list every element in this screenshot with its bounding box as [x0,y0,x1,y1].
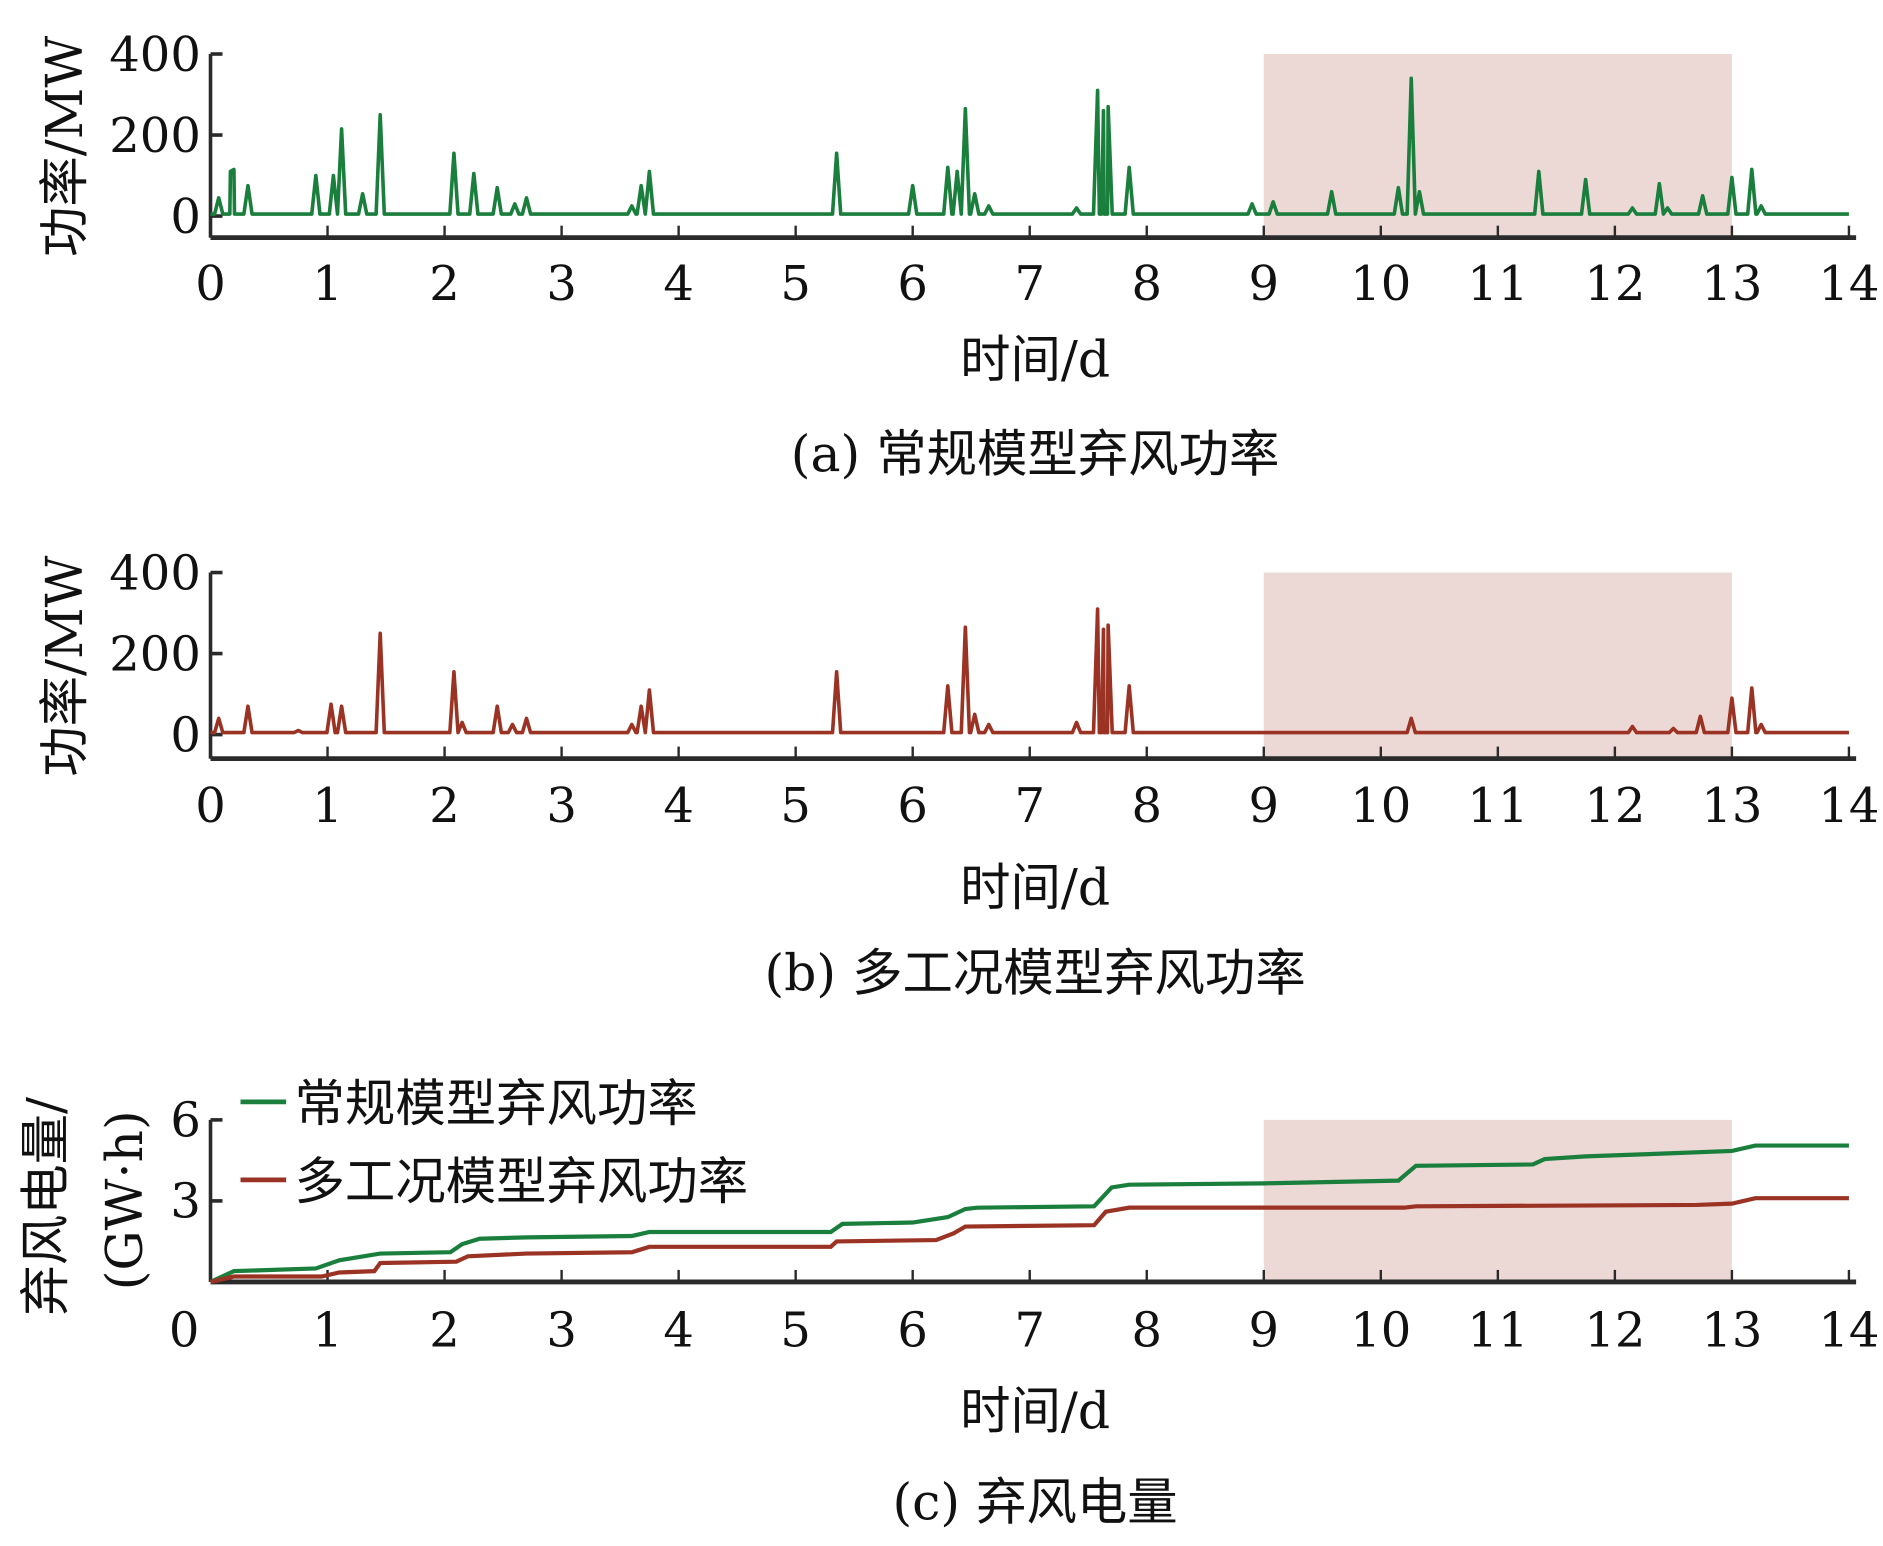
x-tick-label: 8 [1131,1303,1162,1359]
x-tick-label: 14 [1818,256,1879,312]
x-tick-label: 8 [1131,778,1162,834]
x-tick-label: 7 [1014,256,1045,312]
y-tick-label: 200 [109,108,201,164]
highlight-region [1263,572,1732,759]
panel-b-xlabel: 时间/d [960,858,1110,917]
x-tick-label: 9 [1249,256,1280,312]
y-tick-label: 0 [170,189,201,245]
x-tick-label: 4 [663,256,694,312]
x-tick-label: 13 [1701,256,1762,312]
y-tick-label: 400 [109,545,201,601]
x-tick-label: 2 [429,1303,460,1359]
legend-label: 多工况模型弃风功率 [295,1152,749,1211]
x-tick-label: 11 [1467,778,1528,834]
x-tick-label: 14 [1818,778,1879,834]
y-tick-label: 400 [109,27,201,83]
x-tick-label: 12 [1584,1303,1645,1359]
panel-b-ylabel: 功率/MW [35,555,94,776]
x-tick-label: 11 [1467,1303,1528,1359]
x-tick-label: 5 [780,1303,811,1359]
x-tick-label: 6 [897,778,928,834]
x-tick-label: 5 [780,778,811,834]
cumulative-series-line [210,1196,1849,1284]
panel-b-multi-condition-model: (b) 多工况模型弃风功率 时间/d 功率/MW 0 1 2 3 4 5 6 7 8 9 10 11 1… [35,545,1879,1002]
panel-c-ylabel-2: (GW·h) [95,1110,154,1290]
power-series-line [210,76,1849,216]
panel-c-ylabel-1: 弃风电量/ [16,1097,75,1316]
x-tick-label: 13 [1701,1303,1762,1359]
panel-a-conventional-model: (a) 常规模型弃风功率 时间/d 功率/MW 0 1 2 3 4 5 6 7 8 9 10 11 12… [35,27,1879,484]
x-tick-label: 2 [429,256,460,312]
y-tick-label: 0 [170,707,201,763]
panel-a-caption: (a) 常规模型弃风功率 [791,425,1280,484]
panel-a-xlabel: 时间/d [960,330,1110,389]
x-tick-label: 9 [1249,1303,1280,1359]
x-tick-label: 4 [663,1303,694,1359]
panel-a-ylabel: 功率/MW [35,36,94,257]
panel-c-xlabel: 时间/d [960,1381,1110,1440]
x-tick-label: 8 [1131,256,1162,312]
x-tick-label: 14 [1818,1303,1879,1359]
x-tick-label: 0 [169,1303,200,1359]
x-tick-label: 3 [546,1303,577,1359]
x-tick-label: 13 [1701,778,1762,834]
x-tick-label: 11 [1467,256,1528,312]
x-tick-label: 7 [1014,1303,1045,1359]
x-tick-label: 1 [312,256,343,312]
x-tick-label: 6 [897,256,928,312]
x-tick-label: 0 [195,778,226,834]
x-tick-label: 1 [312,1303,343,1359]
x-tick-label: 10 [1350,1303,1411,1359]
x-tick-label: 1 [312,778,343,834]
x-tick-label: 3 [546,778,577,834]
panel-b-caption: (b) 多工况模型弃风功率 [764,943,1305,1002]
y-tick-label: 6 [170,1093,201,1149]
power-series-line [210,607,1849,735]
x-tick-label: 5 [780,256,811,312]
cumulative-series-line [209,1143,1849,1284]
x-tick-label: 12 [1584,778,1645,834]
x-tick-label: 6 [897,1303,928,1359]
panel-c-caption: (c) 弃风电量 [893,1473,1178,1532]
x-tick-label: 0 [195,256,226,312]
x-tick-label: 9 [1249,778,1280,834]
highlight-region [1263,1119,1732,1282]
x-tick-label: 12 [1584,256,1645,312]
x-tick-label: 7 [1014,778,1045,834]
x-tick-label: 3 [546,256,577,312]
panel-c-curtailed-energy: (c) 弃风电量 时间/d 弃风电量/ (GW·h) 0 1 2 3 4 5 6 7 8 9 10 1… [16,1074,1880,1532]
legend-label: 常规模型弃风功率 [295,1074,698,1133]
x-tick-label: 10 [1350,256,1411,312]
y-tick-label: 3 [170,1174,201,1230]
x-tick-label: 10 [1350,778,1411,834]
x-tick-label: 2 [429,778,460,834]
y-tick-label: 200 [109,626,201,682]
x-tick-label: 4 [663,778,694,834]
highlight-region [1263,54,1732,238]
